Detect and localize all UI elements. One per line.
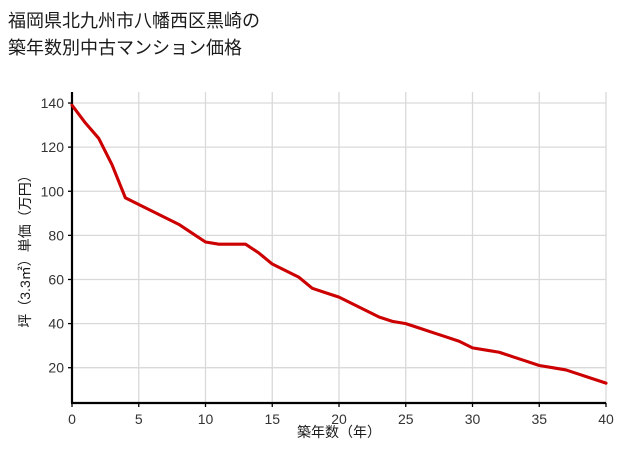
x-axis-title: 築年数（年） [297,424,381,440]
x-tick-label-10: 10 [198,411,214,427]
x-tick-label-30: 30 [465,411,481,427]
y-tick-label-120: 120 [41,139,65,155]
x-tick-label-25: 25 [398,411,414,427]
x-tick-label-0: 0 [68,411,76,427]
y-tick-label-20: 20 [48,360,64,376]
chart-title: 福岡県北九州市八幡西区黒崎の 築年数別中古マンション価格 [8,11,260,58]
y-tick-label-80: 80 [48,227,64,243]
y-axis-title: 坪（3.3㎡）単価（万円） [17,168,33,327]
gridlines-group [72,92,607,403]
y-tick-label-60: 60 [48,271,64,287]
x-tick-label-40: 40 [598,411,614,427]
tick-labels-group: 20 40 60 80 100 120 140 0 5 10 15 20 25 30 35 40 [41,95,614,427]
tick-marks-group [68,102,607,407]
y-tick-label-40: 40 [48,316,64,332]
y-tick-label-100: 100 [41,183,65,199]
x-tick-label-35: 35 [531,411,547,427]
x-tick-label-20: 20 [331,411,347,427]
price-trend-line [70,103,608,385]
x-tick-label-15: 15 [264,411,280,427]
y-tick-label-140: 140 [41,95,65,111]
x-tick-label-5: 5 [135,411,143,427]
